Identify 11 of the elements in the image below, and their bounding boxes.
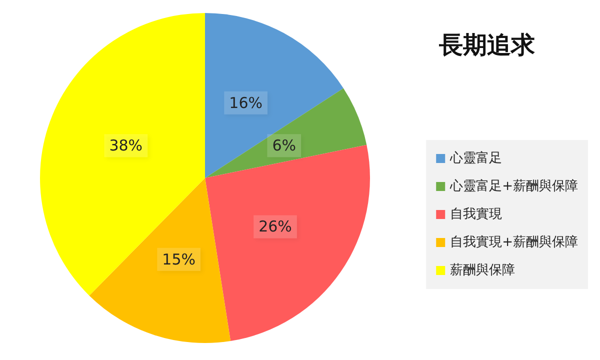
data-label: 6% bbox=[272, 136, 296, 155]
data-label: 15% bbox=[162, 250, 196, 268]
legend-label: 自我實現+薪酬與保障 bbox=[450, 235, 578, 250]
legend-label: 薪酬與保障 bbox=[450, 263, 516, 278]
text: 長期追求 bbox=[438, 31, 536, 59]
data-label: 16% bbox=[229, 94, 262, 112]
legend-label: 心靈富足 bbox=[449, 150, 502, 166]
legend-label: 自我實現 bbox=[450, 207, 502, 222]
data-label: 38% bbox=[109, 136, 143, 155]
legend-label: 心靈富足+薪酬與保障 bbox=[449, 178, 578, 194]
data-label: 26% bbox=[258, 218, 292, 236]
